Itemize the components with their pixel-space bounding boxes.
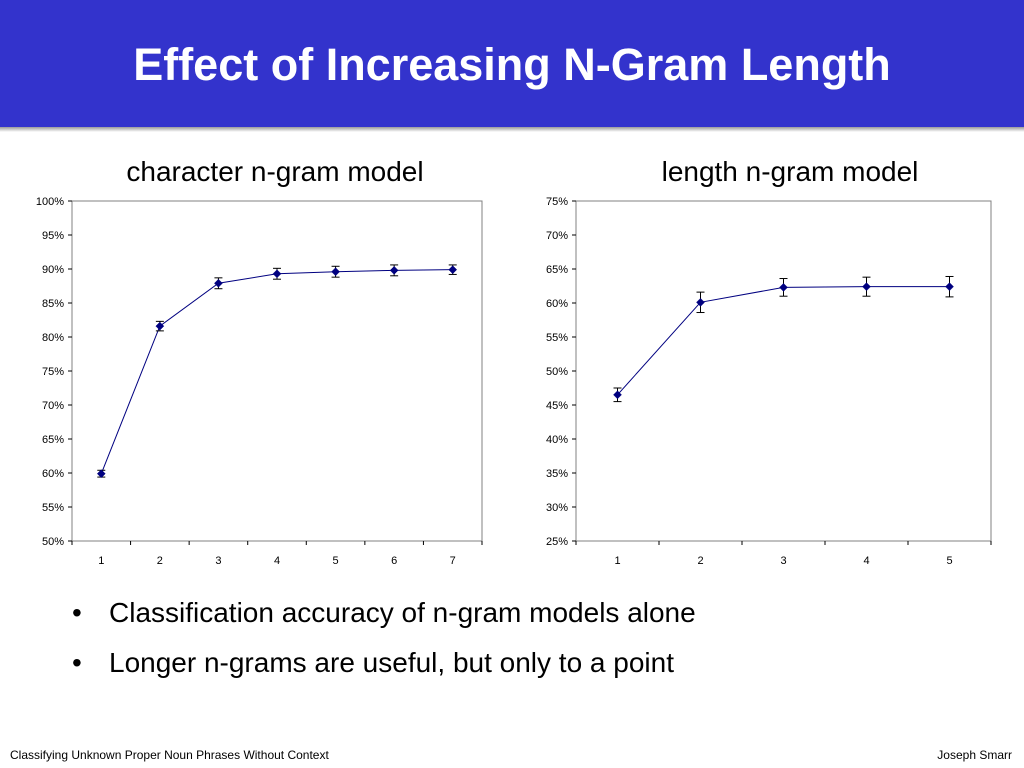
x-tick-label: 6	[391, 555, 397, 567]
data-point	[272, 269, 282, 279]
y-tick-label: 90%	[42, 264, 64, 276]
y-tick-label: 35%	[546, 468, 568, 480]
y-tick-label: 80%	[42, 332, 64, 344]
x-tick-label: 2	[157, 555, 163, 567]
y-tick-label: 70%	[546, 230, 568, 242]
data-point	[696, 297, 705, 307]
y-tick-label: 100%	[36, 196, 64, 208]
y-tick-label: 75%	[42, 366, 64, 378]
y-tick-label: 50%	[42, 536, 64, 548]
y-tick-label: 65%	[42, 434, 64, 446]
x-tick-label: 1	[98, 555, 104, 567]
data-point	[331, 267, 340, 277]
bullet-item: • Longer n-grams are useful, but only to…	[72, 638, 696, 688]
y-tick-label: 50%	[546, 366, 568, 378]
x-tick-label: 4	[863, 555, 869, 567]
chart-title-character: character n-gram model	[126, 156, 424, 187]
x-tick-label: 7	[450, 555, 456, 567]
footer-left: Classifying Unknown Proper Noun Phrases …	[10, 748, 329, 762]
x-tick-label: 4	[274, 555, 280, 567]
data-point	[862, 282, 871, 292]
x-tick-label: 5	[946, 555, 952, 567]
y-tick-label: 55%	[42, 502, 64, 514]
data-point	[448, 265, 458, 275]
bullet-text: Longer n-grams are useful, but only to a…	[109, 647, 675, 678]
series-line	[617, 286, 950, 396]
bullet-text: Classification accuracy of n-gram models…	[109, 597, 696, 628]
data-point	[155, 321, 165, 331]
y-tick-label: 70%	[42, 400, 64, 412]
title-shadow	[0, 127, 1024, 132]
y-tick-label: 40%	[546, 434, 568, 446]
y-tick-label: 25%	[546, 536, 568, 548]
x-tick-label: 3	[215, 555, 221, 567]
data-point	[779, 283, 788, 292]
y-tick-label: 95%	[42, 230, 64, 242]
y-tick-label: 65%	[546, 264, 568, 276]
bullet-symbol: •	[72, 597, 82, 628]
x-tick-label: 1	[614, 555, 620, 567]
y-tick-label: 75%	[546, 196, 568, 208]
data-point	[945, 282, 954, 292]
data-point	[613, 390, 622, 400]
footer-right: Joseph Smarr	[937, 748, 1012, 762]
y-tick-label: 30%	[546, 502, 568, 514]
title-bar	[0, 0, 1024, 127]
slide-title: Effect of Increasing N-Gram Length	[133, 39, 891, 90]
data-point	[389, 266, 399, 275]
y-tick-label: 55%	[546, 332, 568, 344]
bullet-symbol: •	[72, 647, 82, 678]
y-tick-label: 60%	[42, 468, 64, 480]
y-tick-label: 60%	[546, 298, 568, 310]
y-tick-label: 85%	[42, 298, 64, 310]
x-tick-label: 5	[333, 555, 339, 567]
chart-title-length: length n-gram model	[661, 156, 919, 187]
bullet-item: • Classification accuracy of n-gram mode…	[72, 588, 696, 638]
data-point	[214, 278, 223, 288]
data-point	[96, 469, 106, 479]
x-tick-label: 2	[697, 555, 703, 567]
x-tick-label: 3	[780, 555, 786, 567]
bullet-list: • Classification accuracy of n-gram mode…	[72, 588, 696, 688]
y-tick-label: 45%	[546, 400, 568, 412]
